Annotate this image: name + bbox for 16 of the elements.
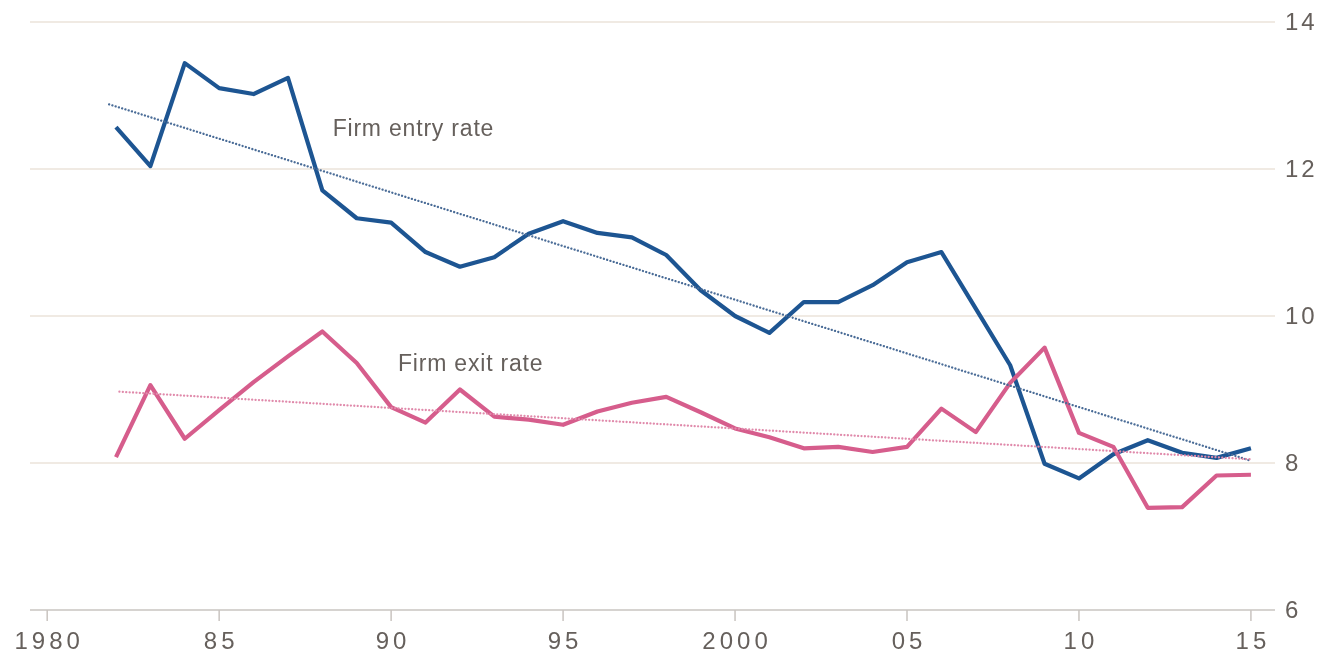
y-tick-label: 10 [1285,302,1318,330]
x-tick-label: 15 [1235,627,1271,654]
y-tick-label: 14 [1285,8,1318,36]
x-tick-label: 2000 [702,627,772,654]
x-tick-label: 85 [203,627,239,654]
series-label: Firm entry rate [332,114,495,141]
series-label: Firm exit rate [398,350,544,377]
x-tick-label: 95 [547,627,583,654]
line-series [113,329,1254,510]
y-tick-label: 12 [1285,155,1318,183]
y-tick-label: 8 [1285,449,1302,477]
x-tick-label: 05 [891,627,927,654]
y-tick-label: 6 [1285,596,1302,624]
x-tick-label: 1980 [14,627,84,654]
x-tick-label: 90 [375,627,411,654]
x-tick-label: 10 [1063,627,1099,654]
